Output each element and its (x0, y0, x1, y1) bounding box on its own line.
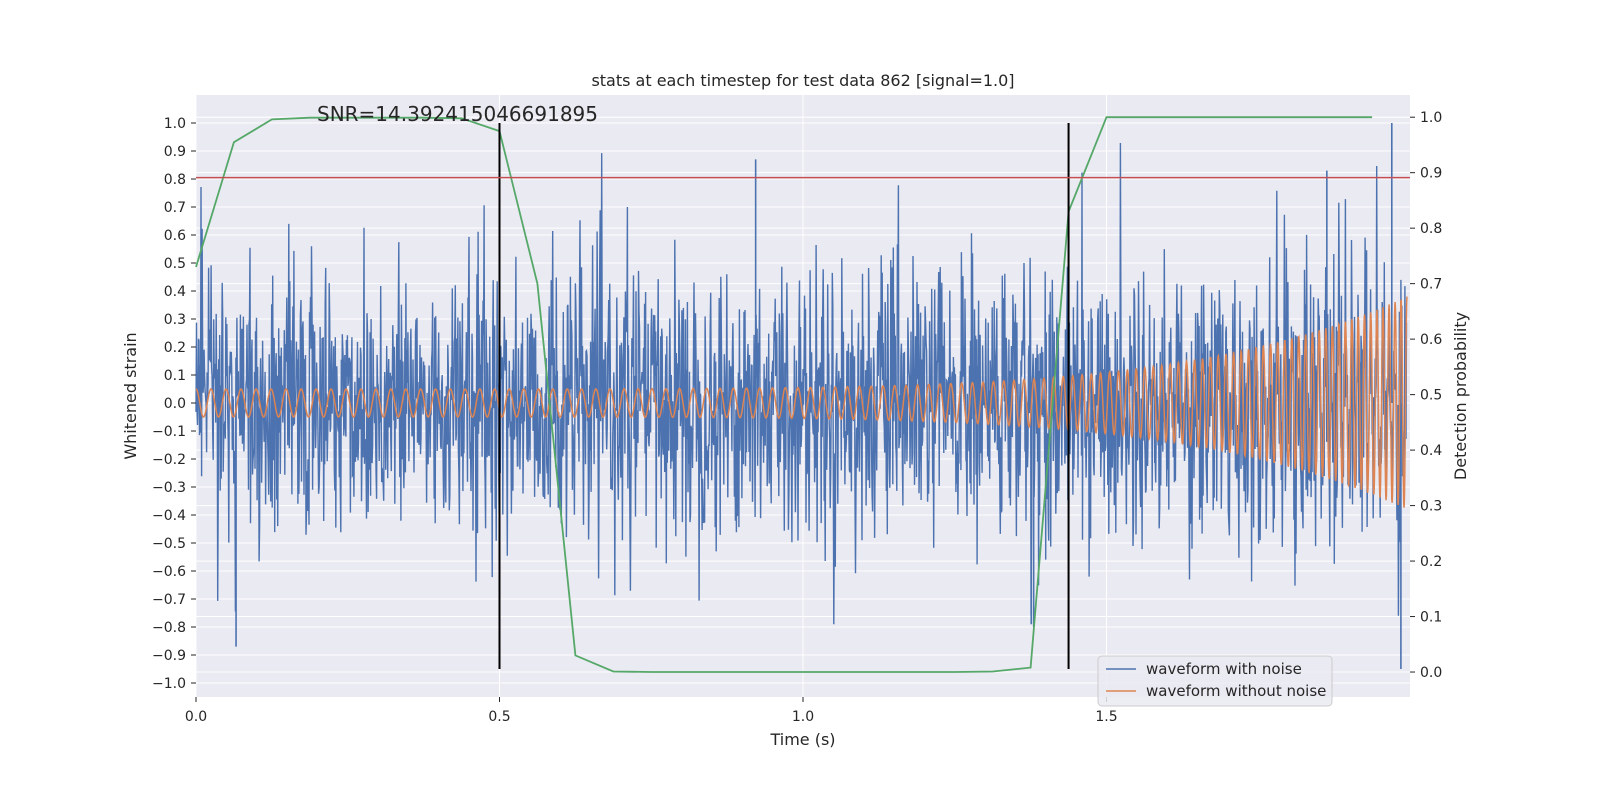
y2-tick-label: 0.7 (1420, 277, 1442, 293)
x-axis-ticks: 0.0 0.5 1.0 1.5 (185, 697, 1118, 725)
y2-tick-label: 0.3 (1420, 499, 1442, 515)
y2-tick-label: 0.2 (1420, 554, 1442, 570)
y-tick-label: 0.9 (164, 144, 186, 160)
y-tick-label: 0.8 (164, 172, 186, 188)
y2-axis-label: Detection probability (1451, 312, 1470, 480)
legend-label-clean: waveform without noise (1146, 682, 1326, 700)
series-waveform-without-noise (195, 296, 1408, 508)
y2-tick-label: 0.4 (1420, 443, 1442, 459)
y-tick-label: 0.3 (164, 312, 186, 328)
y-tick-label: 0.6 (164, 228, 186, 244)
y2-tick-label: 1.0 (1420, 110, 1442, 126)
snr-annotation: SNR=14.392415046691895 (317, 102, 598, 126)
y2-axis-ticks: 0.0 0.1 0.2 0.3 0.4 0.5 0.6 0.7 0.8 0.9 1.0 (1410, 110, 1442, 681)
x-axis-label: Time (s) (769, 730, 835, 749)
y-tick-label: −0.7 (152, 592, 186, 608)
legend-label-noise: waveform with noise (1146, 660, 1302, 678)
chart-title: stats at each timestep for test data 862… (591, 71, 1014, 90)
vertical-markers (498, 123, 1070, 669)
noise-line (195, 142, 1408, 625)
y-tick-label: −0.8 (152, 620, 186, 636)
y2-tick-label: 0.5 (1420, 388, 1442, 404)
y-axis-ticks: −1.0 −0.9 −0.8 −0.7 −0.6 −0.5 −0.4 −0.3 −0.2 −0.1… (152, 116, 196, 692)
x-tick-label: 0.5 (488, 709, 510, 725)
y-tick-label: 0.0 (164, 396, 186, 412)
legend-box (1097, 655, 1333, 707)
y-tick-label: −0.4 (152, 508, 186, 524)
series-detection-probability (195, 116, 1373, 673)
y-tick-label: 0.1 (164, 368, 186, 384)
y-tick-label: −0.5 (152, 536, 186, 552)
y2-tick-label: 0.1 (1420, 610, 1442, 626)
y-axis-label: Whitened strain (121, 332, 140, 459)
y-tick-label: 1.0 (164, 116, 186, 132)
clean-line (195, 296, 1408, 508)
legend: waveform with noise waveform without noi… (1097, 655, 1333, 707)
series-waveform-with-noise (195, 123, 1408, 669)
y-tick-label: 0.5 (164, 256, 186, 272)
y2-tick-label: 0.9 (1420, 166, 1442, 182)
y-tick-label: −0.1 (152, 424, 186, 440)
y2-tick-label: 0.6 (1420, 332, 1442, 348)
y-tick-label: −1.0 (152, 676, 186, 692)
x-tick-label: 1.0 (792, 709, 814, 725)
y2-tick-label: 0.8 (1420, 221, 1442, 237)
x-tick-label: 1.5 (1095, 709, 1117, 725)
y-tick-label: 0.4 (164, 284, 186, 300)
y2-tick-label: 0.0 (1420, 665, 1442, 681)
y-tick-label: −0.9 (152, 648, 186, 664)
y-tick-label: −0.3 (152, 480, 186, 496)
probability-line (195, 116, 1373, 673)
y-tick-label: 0.2 (164, 340, 186, 356)
x-tick-label: 0.0 (185, 709, 207, 725)
y-tick-label: −0.2 (152, 452, 186, 468)
y-tick-label: 0.7 (164, 200, 186, 216)
y-tick-label: −0.6 (152, 564, 186, 580)
